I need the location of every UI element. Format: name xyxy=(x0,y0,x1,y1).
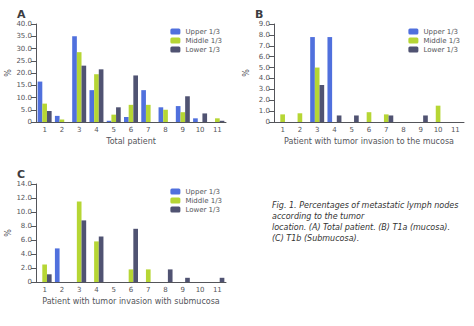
svg-text:location. (A) Total patient. (: location. (A) Total patient. (B) T1a (mu… xyxy=(272,223,453,232)
svg-text:%: % xyxy=(4,69,13,77)
svg-text:10: 10 xyxy=(196,126,205,134)
svg-text:7: 7 xyxy=(146,126,150,134)
svg-text:Fig. 1. Percentages of metasta: Fig. 1. Percentages of metastatic lymph … xyxy=(272,201,461,210)
svg-text:Upper 1/3: Upper 1/3 xyxy=(185,28,220,36)
svg-text:Lower 1/3: Lower 1/3 xyxy=(423,46,457,54)
svg-text:2: 2 xyxy=(60,126,64,134)
svg-text:Lower 1/3: Lower 1/3 xyxy=(185,46,219,54)
svg-text:9: 9 xyxy=(181,126,185,134)
svg-text:5: 5 xyxy=(349,126,353,134)
svg-text:B: B xyxy=(255,8,263,21)
svg-text:10.0: 10.0 xyxy=(16,94,32,102)
svg-text:C: C xyxy=(17,168,25,181)
svg-text:5.0: 5.0 xyxy=(21,106,32,114)
svg-text:8.0: 8.0 xyxy=(259,31,270,39)
svg-text:7: 7 xyxy=(384,126,388,134)
svg-text:12.0: 12.0 xyxy=(16,194,32,202)
svg-text:1: 1 xyxy=(42,126,46,134)
svg-text:4: 4 xyxy=(94,286,99,294)
svg-text:4: 4 xyxy=(332,126,337,134)
svg-text:6.0: 6.0 xyxy=(21,236,32,244)
svg-text:2.0: 2.0 xyxy=(259,96,270,104)
svg-text:6: 6 xyxy=(129,126,134,134)
svg-text:14.0: 14.0 xyxy=(16,180,32,188)
svg-text:10: 10 xyxy=(434,126,443,134)
svg-text:Upper 1/3: Upper 1/3 xyxy=(423,28,458,36)
svg-text:4: 4 xyxy=(94,126,99,134)
svg-text:Middle 1/3: Middle 1/3 xyxy=(185,37,222,45)
svg-text:0: 0 xyxy=(28,118,32,126)
svg-text:15.0: 15.0 xyxy=(16,81,32,89)
svg-text:11: 11 xyxy=(213,126,222,134)
svg-text:A: A xyxy=(17,8,26,21)
svg-text:20.0: 20.0 xyxy=(16,69,32,77)
svg-text:Total patient: Total patient xyxy=(105,137,156,146)
svg-text:2.0: 2.0 xyxy=(21,264,32,272)
svg-text:6: 6 xyxy=(367,126,372,134)
svg-text:8: 8 xyxy=(163,126,167,134)
svg-text:7: 7 xyxy=(146,286,150,294)
svg-text:9.0: 9.0 xyxy=(259,20,270,28)
svg-text:3: 3 xyxy=(77,286,81,294)
svg-text:3.0: 3.0 xyxy=(259,85,270,93)
svg-text:2: 2 xyxy=(60,286,64,294)
svg-text:5.0: 5.0 xyxy=(259,64,270,72)
svg-text:11: 11 xyxy=(451,126,460,134)
svg-text:Middle 1/3: Middle 1/3 xyxy=(185,197,222,205)
svg-text:8: 8 xyxy=(163,286,167,294)
svg-text:4.0: 4.0 xyxy=(259,74,270,82)
svg-text:35.0: 35.0 xyxy=(16,32,32,40)
svg-text:11: 11 xyxy=(213,286,222,294)
svg-text:40.0: 40.0 xyxy=(16,20,32,28)
svg-text:6: 6 xyxy=(129,286,134,294)
svg-text:0: 0 xyxy=(28,278,32,286)
svg-text:9: 9 xyxy=(419,126,423,134)
svg-text:1: 1 xyxy=(280,126,284,134)
svg-text:10: 10 xyxy=(196,286,205,294)
svg-text:Patient with tumor invasion wi: Patient with tumor invasion with submuco… xyxy=(42,297,220,306)
svg-text:25.0: 25.0 xyxy=(16,57,32,65)
svg-text:9: 9 xyxy=(181,286,185,294)
svg-text:Upper 1/3: Upper 1/3 xyxy=(185,188,220,196)
svg-text:Patient with tumor invasion to: Patient with tumor invasion to the mucos… xyxy=(284,137,454,146)
svg-text:0: 0 xyxy=(266,118,270,126)
svg-text:5: 5 xyxy=(111,126,115,134)
svg-text:%: % xyxy=(242,69,251,77)
svg-text:7.0: 7.0 xyxy=(259,42,270,50)
svg-text:2: 2 xyxy=(298,126,302,134)
svg-text:%: % xyxy=(4,229,13,237)
svg-text:8.0: 8.0 xyxy=(21,222,32,230)
svg-text:4.0: 4.0 xyxy=(21,250,32,258)
svg-text:8: 8 xyxy=(401,126,405,134)
svg-text:(C) T1b (Submucosa).: (C) T1b (Submucosa). xyxy=(272,234,359,243)
svg-text:Middle 1/3: Middle 1/3 xyxy=(423,37,460,45)
svg-text:6.0: 6.0 xyxy=(259,53,270,61)
svg-text:10.0: 10.0 xyxy=(16,208,32,216)
svg-text:3: 3 xyxy=(77,126,81,134)
svg-text:according to the tumor: according to the tumor xyxy=(272,212,365,221)
svg-text:1: 1 xyxy=(42,286,46,294)
svg-text:5: 5 xyxy=(111,286,115,294)
svg-text:Lower 1/3: Lower 1/3 xyxy=(185,206,219,214)
svg-text:30.0: 30.0 xyxy=(16,45,32,53)
svg-text:3: 3 xyxy=(315,126,319,134)
svg-text:1.0: 1.0 xyxy=(259,107,270,115)
